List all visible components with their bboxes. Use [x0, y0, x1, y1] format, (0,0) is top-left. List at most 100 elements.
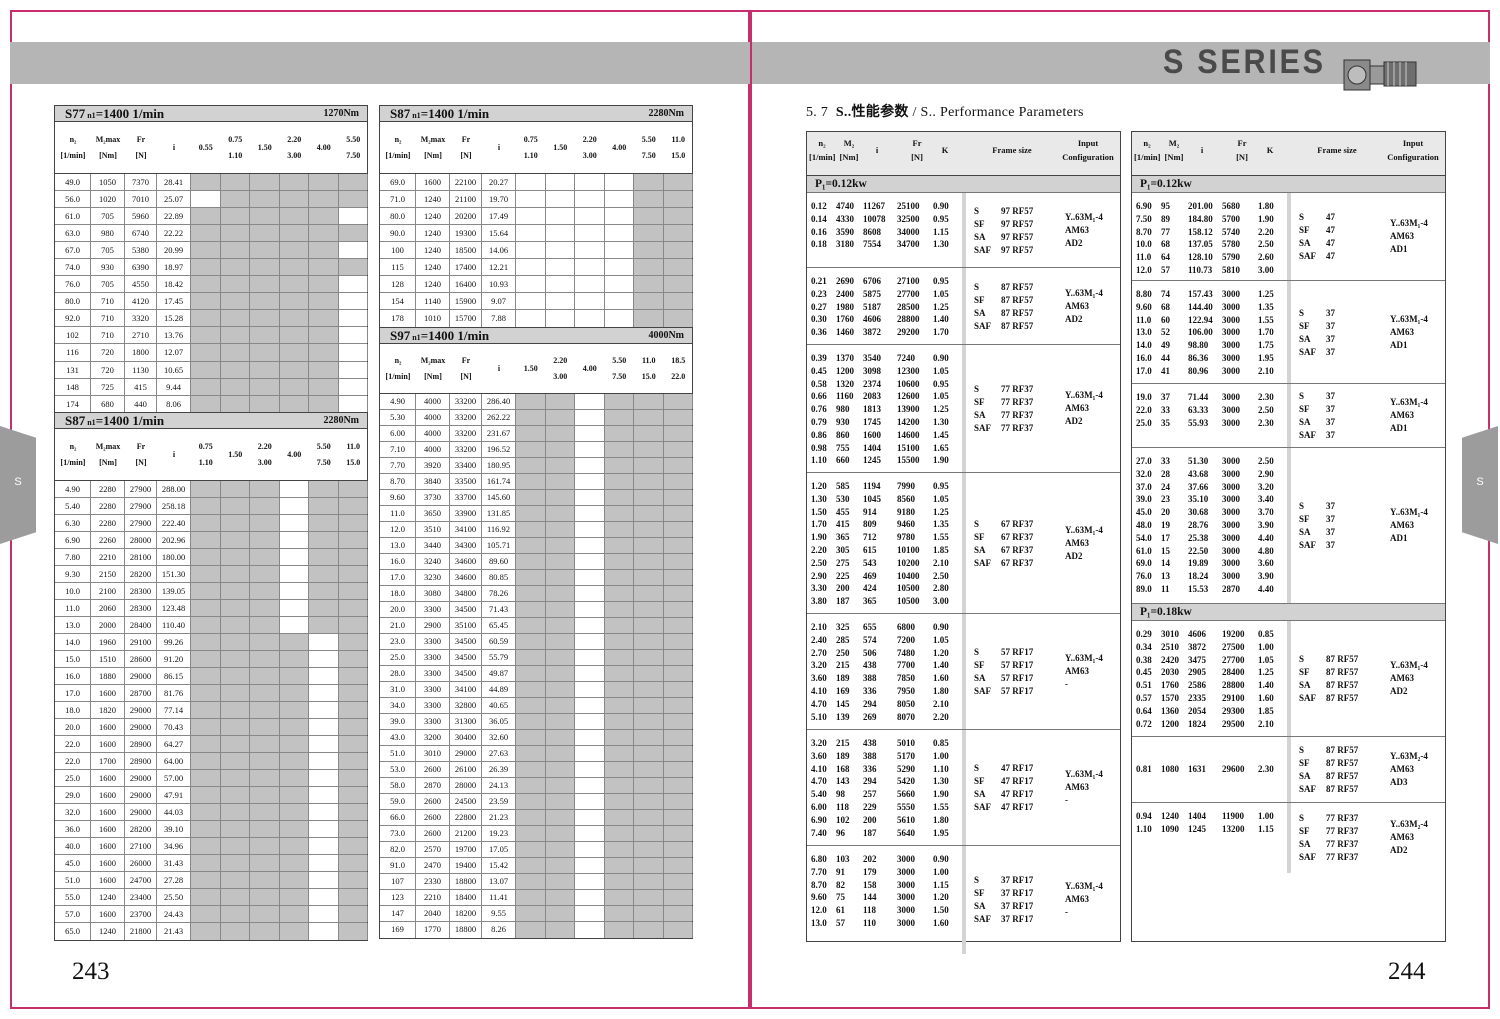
availability-cell [605, 174, 634, 190]
perf-cell: 930 [836, 417, 850, 427]
header-cell: Fr [N] [450, 122, 482, 173]
cell: 12.07 [157, 344, 191, 361]
cell: 16.0 [380, 554, 416, 569]
table-row: 71.0 1240 21100 19.70 [380, 191, 693, 208]
power-label: P₁=0.18kw [1132, 604, 1445, 621]
cell: 19400 [450, 858, 482, 873]
availability-cell [220, 583, 250, 599]
perf-cell: 3.90 [1258, 520, 1274, 530]
perf-cell: 3.80 [811, 596, 827, 607]
perf-cell: 89 [1161, 213, 1170, 224]
cell: 8.06 [157, 395, 191, 413]
perf-cell: 1.20 [933, 647, 949, 658]
availability-cell [634, 474, 664, 489]
perf-cell: 4.10 [811, 686, 827, 696]
perf-row: 5.10 139 269 8070 2.20 [807, 711, 962, 724]
cell: 1020 [91, 191, 125, 208]
table-row: 102 710 2710 13.76 [55, 327, 368, 345]
ratio-header: 4.00 [280, 429, 310, 480]
availability-cell [279, 719, 309, 735]
availability-cell [220, 685, 250, 701]
availability-cell [663, 490, 693, 505]
availability-cell [663, 458, 693, 473]
availability-cell [663, 714, 693, 729]
table-row: 100 1240 18500 14.06 [380, 242, 693, 259]
cell: 2260 [91, 532, 125, 548]
table-row: 29.0 1600 29000 47.91 [55, 787, 368, 804]
perf-cell: 250 [836, 647, 850, 658]
cell: 22.0 [55, 753, 91, 769]
cell: 100 [380, 242, 416, 258]
frame-type: SA [974, 673, 986, 683]
perf-cell: 7200 [897, 634, 915, 645]
availability-cell [309, 566, 339, 582]
availability-cell [191, 395, 221, 413]
perf-header-text: Configuration [1387, 152, 1439, 162]
availability-cell [279, 378, 309, 395]
table-row: 91.0 2470 19400 15.42 [380, 858, 693, 874]
perf-cell: 530 [836, 493, 850, 504]
perf-row: 13.0 52 106.00 3000 1.70 [1132, 326, 1287, 339]
availability-cell [604, 554, 634, 569]
perf-cell: 275 [836, 557, 850, 568]
availability-cell [604, 794, 634, 809]
input-config: Y..63M₁-4 [1390, 660, 1428, 670]
availability-cell [516, 225, 546, 241]
perf-cell: 1404 [863, 442, 881, 453]
availability-cell [309, 481, 339, 497]
table-title: S97 n1=1400 1/min 4000Nm [380, 328, 692, 344]
availability-cell [250, 736, 280, 752]
perf-cell: 2.90 [811, 570, 827, 581]
perf-cell: 5.10 [811, 711, 827, 722]
perf-cell: 9.60 [1136, 301, 1152, 312]
availability-cell [575, 554, 605, 569]
availability-cell [634, 174, 664, 190]
header-cell: M₂max [Nm] [91, 122, 125, 173]
perf-row: 12.0 61 118 3000 1.50 [807, 904, 962, 917]
perf-cell: 0.34 [1136, 641, 1152, 652]
cell: 51.0 [55, 872, 91, 888]
cell: 7.80 [55, 549, 91, 565]
perf-cell: 3.20 [811, 660, 827, 671]
side-tab-right[interactable]: S [1462, 426, 1498, 544]
availability-cell [575, 191, 605, 207]
cell: 174 [55, 395, 91, 413]
availability-cell [604, 394, 634, 409]
header-text: n₂ [394, 134, 402, 144]
cell: 258.18 [157, 498, 191, 514]
perf-cell: 7.70 [811, 866, 827, 877]
availability-cell [604, 666, 634, 681]
availability-cell [191, 566, 221, 582]
ratio-text: 11.0 [641, 355, 656, 365]
availability-cell [191, 310, 221, 327]
availability-cell [604, 858, 634, 873]
availability-cell [309, 617, 339, 633]
cell: 147 [380, 906, 416, 921]
cell: 9.60 [380, 490, 416, 505]
frame-type: SA [1299, 333, 1311, 344]
input-config: Y..63M₁-4 [1065, 769, 1103, 779]
table-row: 169 1770 18800 8.26 [380, 922, 693, 938]
perf-cell: 2.10 [933, 557, 949, 568]
availability-cell [663, 394, 693, 409]
perf-group: 19.0 37 71.44 3000 2.30 22.0 33 63.33 3000 2.50 25… [1132, 384, 1445, 448]
cell: 7.88 [482, 310, 516, 327]
availability-cell [280, 566, 309, 582]
frame-size: 97 RF57 [1001, 218, 1034, 229]
perf-cell: 64 [1161, 252, 1170, 263]
cell: 27.28 [157, 872, 191, 888]
table-header: n₂ [1/min] M₂max [Nm] Fr [N] i 1.50 2.20 3.00 4.00… [380, 344, 692, 394]
cell: 3240 [416, 554, 450, 569]
perf-header-text: Input [1077, 138, 1099, 148]
perf-cell: 7950 [897, 686, 915, 696]
availability-cell [250, 361, 280, 378]
perf-group: 27.0 33 51.30 3000 2.50 32.0 28 43.68 3000 2.90 37… [1132, 448, 1445, 604]
frame-size: 87 RF57 [1326, 654, 1359, 664]
availability-cell [516, 242, 546, 258]
side-tab-left[interactable]: S [0, 426, 36, 544]
availability-cell [338, 906, 368, 922]
cell: 151.30 [157, 566, 191, 582]
perf-row: 0.86 860 1600 14600 1.45 [807, 429, 962, 442]
availability-cell [663, 522, 693, 537]
availability-cell [279, 685, 309, 701]
